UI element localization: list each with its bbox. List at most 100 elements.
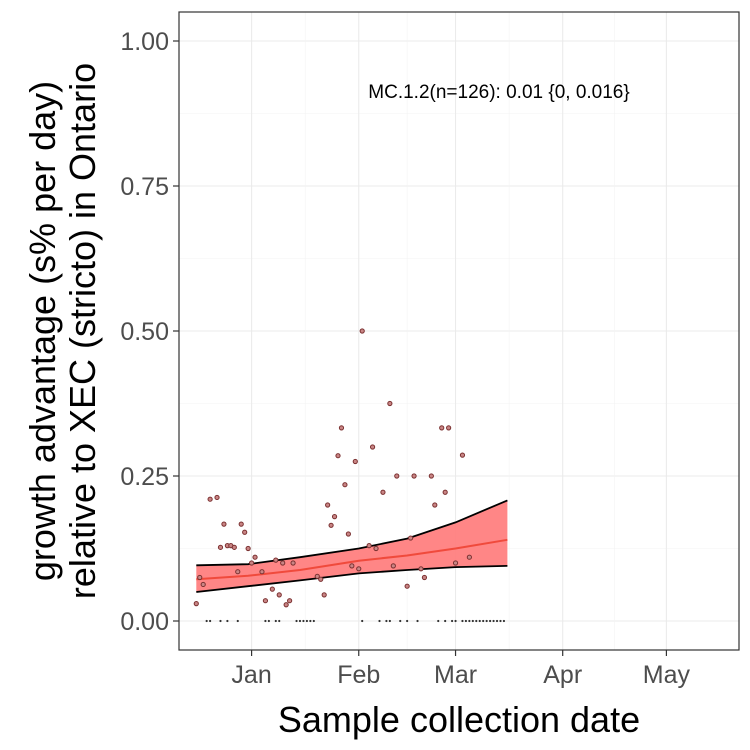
data-point	[231, 544, 237, 550]
data-point	[459, 452, 466, 458]
x-axis-ticks: Jan Feb Mar Apr May	[231, 650, 691, 689]
y-tick-label: 0.00	[120, 608, 169, 636]
data-point	[280, 560, 286, 566]
data-point	[411, 473, 417, 479]
zero-data-point	[278, 619, 281, 623]
data-point	[338, 425, 345, 431]
data-point	[408, 535, 414, 541]
data-point	[352, 458, 358, 465]
zero-data-point	[388, 619, 391, 623]
x-tick-label: Feb	[337, 661, 380, 689]
data-point	[432, 502, 438, 508]
zero-data-point	[416, 619, 419, 623]
data-point	[273, 557, 279, 563]
zero-data-point	[454, 619, 457, 623]
zero-data-point	[205, 619, 208, 623]
data-point	[248, 560, 255, 566]
zero-data-point	[478, 619, 481, 623]
data-point	[245, 545, 251, 552]
zero-data-point	[471, 619, 474, 623]
y-axis-ticks: 0.00 0.25 0.50 0.75 1.00	[120, 28, 179, 636]
x-tick-label: Apr	[543, 661, 582, 689]
zero-data-point	[305, 619, 309, 623]
zero-data-point	[468, 619, 471, 623]
zero-data-point	[267, 619, 270, 623]
confidence-band	[196, 499, 508, 593]
zero-data-point	[378, 619, 381, 623]
data-point	[446, 425, 452, 431]
zero-data-point	[298, 619, 302, 623]
data-point	[321, 592, 327, 598]
data-point	[200, 581, 206, 588]
data-point	[418, 566, 424, 572]
data-point	[217, 544, 224, 550]
data-point	[394, 473, 400, 479]
zero-data-point	[406, 619, 409, 623]
data-point	[287, 598, 293, 604]
zero-data-point	[361, 619, 364, 623]
data-point	[390, 563, 396, 569]
zero-data-point	[499, 619, 502, 623]
data-point	[269, 586, 275, 592]
annotation-text: MC.1.2(n=126): 0.01 {0, 0.016}	[368, 82, 629, 103]
zero-data-point	[437, 619, 440, 623]
y-tick-label: 0.75	[120, 173, 169, 201]
data-point	[262, 598, 269, 604]
data-points	[193, 328, 506, 623]
zero-data-point	[502, 619, 506, 623]
x-tick-label: Mar	[434, 661, 477, 689]
zero-data-point	[295, 619, 298, 623]
y-tick-label: 0.50	[120, 318, 169, 346]
x-axis-title: Sample collection date	[278, 699, 640, 740]
zero-data-point	[312, 619, 315, 623]
zero-data-point	[475, 619, 478, 623]
data-point	[193, 601, 199, 607]
data-point	[325, 502, 331, 508]
zero-data-point	[226, 619, 229, 623]
data-point	[373, 545, 379, 552]
zero-data-point	[461, 619, 464, 623]
data-point	[356, 566, 362, 572]
data-point	[369, 444, 376, 450]
data-point	[452, 560, 459, 566]
data-point	[359, 328, 365, 334]
confidence-band-fill	[196, 500, 508, 592]
data-point	[207, 496, 213, 502]
x-tick-label: Jan	[231, 661, 271, 689]
y-axis-title: growth advantage (s% per day) relative t…	[22, 63, 103, 599]
data-point	[345, 531, 351, 537]
data-point	[328, 522, 334, 528]
data-point	[349, 563, 355, 569]
zero-data-point	[464, 619, 468, 623]
zero-data-point	[219, 619, 222, 623]
data-point	[387, 400, 393, 407]
data-point	[197, 574, 203, 581]
zero-data-point	[209, 619, 212, 623]
data-point	[318, 576, 324, 582]
x-tick-label: May	[643, 661, 691, 689]
grid-lines	[179, 12, 739, 650]
data-point	[342, 482, 348, 488]
data-point	[283, 602, 289, 608]
data-point	[331, 514, 338, 520]
zero-data-point	[485, 619, 488, 623]
data-point	[214, 494, 220, 501]
data-point	[466, 554, 472, 560]
y-tick-label: 1.00	[120, 28, 169, 56]
data-point	[428, 473, 434, 479]
y-tick-label: 0.25	[120, 463, 169, 491]
zero-data-point	[264, 619, 267, 623]
data-point	[290, 560, 296, 566]
data-point	[259, 569, 265, 575]
fit-line-layer	[196, 538, 508, 581]
data-point	[421, 574, 428, 581]
zero-data-point	[492, 619, 495, 623]
data-point	[238, 521, 244, 527]
zero-data-point	[309, 619, 312, 623]
y-axis-title-line-2: relative to XEC (stricto) in Ontario	[62, 63, 103, 599]
data-point	[276, 592, 282, 598]
y-axis-title-line-1: growth advantage (s% per day)	[22, 81, 63, 581]
zero-data-point	[274, 619, 277, 623]
zero-data-point	[399, 619, 402, 623]
